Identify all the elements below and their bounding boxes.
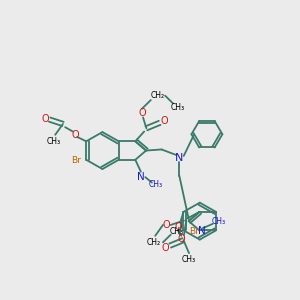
Text: O: O	[178, 234, 186, 244]
Text: CH₂: CH₂	[150, 91, 164, 100]
Text: O: O	[41, 113, 49, 124]
Text: O: O	[71, 130, 79, 140]
Text: O: O	[160, 116, 168, 126]
Text: CH₃: CH₃	[169, 227, 183, 236]
Text: Br: Br	[71, 156, 81, 165]
Text: O: O	[174, 222, 182, 232]
Text: CH₃: CH₃	[148, 180, 162, 189]
Text: N: N	[137, 172, 145, 182]
Text: O: O	[162, 243, 169, 253]
Text: CH₃: CH₃	[47, 137, 61, 146]
Text: CH₃: CH₃	[211, 217, 225, 226]
Text: N: N	[175, 153, 184, 163]
Text: CH₃: CH₃	[182, 255, 196, 264]
Text: O: O	[163, 220, 170, 230]
Text: CH₂: CH₂	[147, 238, 161, 247]
Text: N: N	[198, 226, 206, 236]
Text: O: O	[138, 108, 146, 118]
Text: CH₃: CH₃	[170, 103, 184, 112]
Text: Br: Br	[190, 227, 200, 236]
